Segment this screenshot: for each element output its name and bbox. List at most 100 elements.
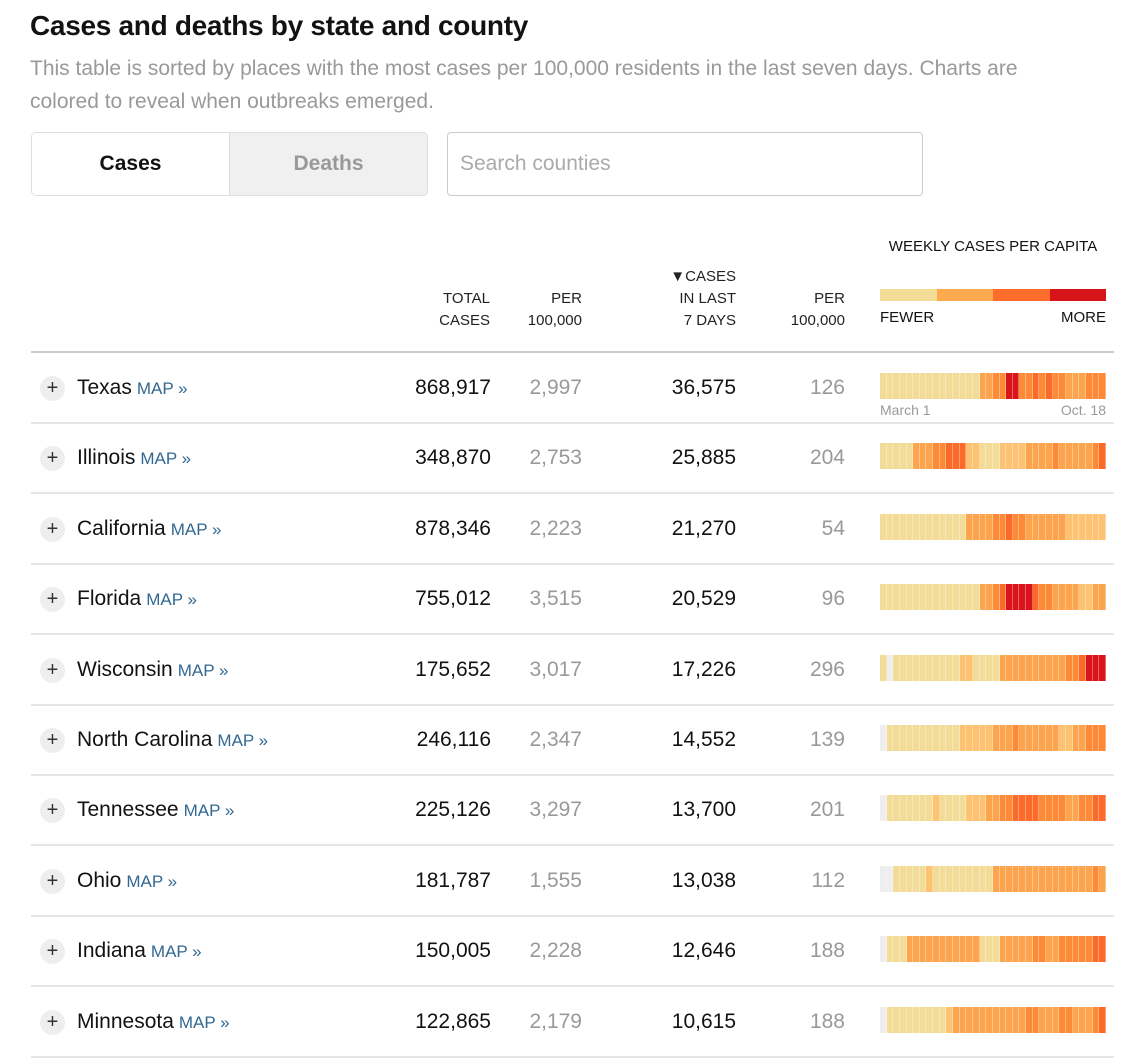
week-cell bbox=[919, 443, 927, 470]
cases-per-100k: 2,228 bbox=[529, 939, 582, 963]
week-cell bbox=[946, 654, 954, 681]
expand-plus-icon[interactable]: + bbox=[40, 657, 65, 683]
week-cell bbox=[1046, 654, 1053, 681]
header-cases-last-7-days[interactable]: ▼CASES IN LAST 7 DAYS bbox=[670, 266, 736, 332]
week-cell bbox=[999, 865, 1007, 892]
week-cell bbox=[893, 584, 900, 611]
week-cell bbox=[913, 513, 920, 540]
header-per-100k[interactable]: PER 100,000 bbox=[528, 288, 582, 332]
state-name[interactable]: Indiana MAP » bbox=[77, 939, 202, 963]
week-cell bbox=[886, 654, 894, 681]
week-cell bbox=[939, 584, 947, 611]
week-cell bbox=[1099, 373, 1106, 399]
week-cell bbox=[1019, 654, 1027, 681]
state-name[interactable]: Texas MAP » bbox=[77, 376, 188, 400]
header-total-cases[interactable]: TOTAL CASES bbox=[439, 288, 490, 332]
state-name[interactable]: Florida MAP » bbox=[77, 587, 197, 611]
week-cell bbox=[1052, 795, 1060, 822]
week-cell bbox=[939, 373, 947, 399]
week-cell bbox=[1032, 584, 1040, 611]
week-cell bbox=[880, 795, 887, 822]
map-link[interactable]: MAP » bbox=[150, 942, 202, 962]
week-cell bbox=[919, 725, 927, 751]
page-title: Cases and deaths by state and county bbox=[30, 10, 529, 41]
week-cell bbox=[1065, 725, 1073, 751]
week-cell bbox=[1065, 795, 1073, 822]
map-link[interactable]: MAP » bbox=[140, 449, 192, 469]
week-cell bbox=[1026, 1006, 1033, 1033]
map-link[interactable]: MAP » bbox=[170, 519, 222, 539]
week-cell bbox=[946, 936, 954, 963]
expand-plus-icon[interactable]: + bbox=[40, 1009, 65, 1035]
tab-cases[interactable]: Cases bbox=[32, 133, 229, 195]
header-per-100k-7-days[interactable]: PER 100,000 bbox=[791, 288, 845, 332]
week-cell bbox=[946, 795, 954, 822]
state-label: California bbox=[77, 516, 166, 540]
week-cell bbox=[919, 1006, 927, 1033]
week-cell bbox=[953, 513, 960, 540]
week-cell bbox=[880, 443, 887, 470]
tab-deaths[interactable]: Deaths bbox=[229, 133, 427, 195]
week-cell bbox=[1052, 513, 1060, 540]
week-cell bbox=[1072, 443, 1080, 470]
state-label: Ohio bbox=[77, 868, 122, 892]
week-cell bbox=[1072, 584, 1080, 611]
week-cell bbox=[1085, 795, 1093, 822]
map-link[interactable]: MAP » bbox=[177, 660, 229, 680]
week-cell bbox=[1039, 373, 1047, 399]
week-cell bbox=[893, 443, 900, 470]
map-link[interactable]: MAP » bbox=[217, 731, 269, 750]
week-cell bbox=[906, 654, 914, 681]
week-cell bbox=[1026, 865, 1033, 892]
week-cell bbox=[1006, 584, 1013, 611]
week-cell bbox=[880, 936, 887, 963]
week-cell bbox=[913, 443, 920, 470]
state-name[interactable]: North Carolina MAP » bbox=[77, 728, 268, 752]
week-cell bbox=[1019, 725, 1027, 751]
table-row: + Texas MAP » 868,917 2,997 36,575 126 Ma… bbox=[31, 354, 1114, 424]
state-name[interactable]: Minnesota MAP » bbox=[77, 1010, 230, 1034]
expand-plus-icon[interactable]: + bbox=[40, 446, 65, 472]
map-link[interactable]: MAP » bbox=[178, 1012, 230, 1032]
map-link[interactable]: MAP » bbox=[183, 801, 235, 821]
state-name[interactable]: Tennessee MAP » bbox=[77, 798, 234, 822]
week-cell bbox=[939, 936, 947, 963]
state-name[interactable]: Ohio MAP » bbox=[77, 869, 177, 893]
map-link[interactable]: MAP » bbox=[126, 871, 178, 891]
week-cell bbox=[899, 725, 907, 751]
expand-plus-icon[interactable]: + bbox=[40, 868, 65, 894]
week-cell bbox=[1012, 795, 1020, 822]
expand-plus-icon[interactable]: + bbox=[40, 587, 65, 613]
cases-per-100k: 3,297 bbox=[529, 798, 582, 822]
week-cell bbox=[1012, 865, 1020, 892]
week-cell bbox=[880, 513, 887, 540]
map-link[interactable]: MAP » bbox=[136, 379, 188, 398]
expand-plus-icon[interactable]: + bbox=[40, 376, 65, 401]
week-cell bbox=[1006, 725, 1013, 751]
search-counties-input[interactable] bbox=[447, 132, 923, 196]
week-cell bbox=[959, 865, 967, 892]
week-cell bbox=[1052, 443, 1060, 470]
week-cell bbox=[992, 584, 1000, 611]
week-cell bbox=[986, 443, 993, 470]
week-cell bbox=[880, 584, 887, 611]
state-name[interactable]: California MAP » bbox=[77, 517, 221, 541]
cases-last-7-days: 25,885 bbox=[671, 446, 736, 470]
map-link[interactable]: MAP » bbox=[146, 590, 197, 610]
week-cell bbox=[933, 865, 940, 892]
week-cell bbox=[992, 443, 1000, 470]
expand-plus-icon[interactable]: + bbox=[40, 798, 65, 824]
week-cell bbox=[1099, 584, 1106, 611]
week-cell bbox=[966, 725, 973, 751]
total-cases: 868,917 bbox=[415, 376, 491, 399]
expand-plus-icon[interactable]: + bbox=[40, 939, 65, 965]
state-name[interactable]: Illinois MAP » bbox=[77, 446, 191, 470]
week-cell bbox=[1052, 584, 1060, 611]
expand-plus-icon[interactable]: + bbox=[40, 516, 65, 542]
week-cell bbox=[933, 513, 940, 540]
week-cell bbox=[906, 795, 914, 822]
expand-plus-icon[interactable]: + bbox=[40, 728, 65, 753]
week-cell bbox=[1085, 373, 1093, 399]
week-cell bbox=[1085, 1006, 1093, 1033]
state-name[interactable]: Wisconsin MAP » bbox=[77, 658, 228, 682]
